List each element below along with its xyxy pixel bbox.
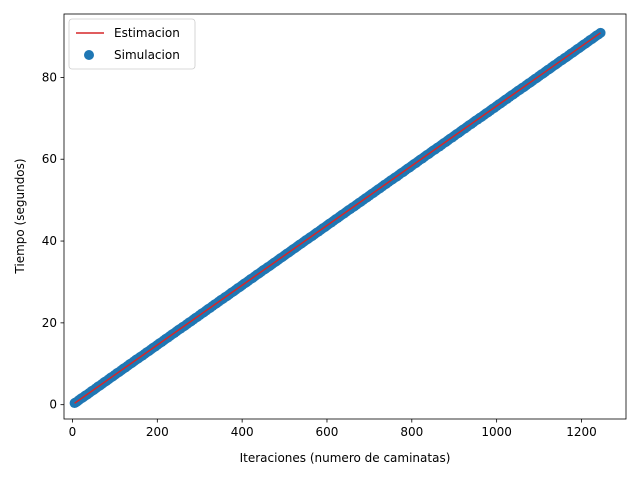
x-tick-label: 400 — [231, 425, 254, 439]
y-tick-label: 40 — [42, 234, 57, 248]
x-tick-label: 600 — [316, 425, 339, 439]
x-axis: 0 200 400 600 800 1000 1200 — [69, 419, 597, 439]
y-tick-label: 80 — [42, 70, 57, 84]
plot-frame — [63, 13, 627, 420]
y-axis-label: Tiempo (segundos) — [13, 158, 27, 274]
x-axis-label: Iteraciones (numero de caminatas) — [240, 451, 451, 465]
x-tick-label: 1200 — [566, 425, 597, 439]
estimacion-line — [74, 32, 601, 404]
x-tick-label: 800 — [400, 425, 423, 439]
legend: Estimacion Simulacion — [68, 18, 196, 70]
x-tick-label: 0 — [69, 425, 77, 439]
y-tick-label: 60 — [42, 152, 57, 166]
scatter-point — [595, 27, 606, 38]
x-tick-label: 1000 — [481, 425, 512, 439]
x-tick-label: 200 — [146, 425, 169, 439]
y-tick-label: 20 — [42, 316, 57, 330]
legend-box — [68, 18, 196, 70]
legend-label-simulacion: Simulacion — [114, 48, 180, 62]
legend-marker-swatch — [84, 50, 94, 60]
y-tick-label: 0 — [49, 398, 57, 412]
plot-area — [69, 27, 606, 409]
y-axis: 0 20 40 60 80 — [42, 70, 64, 412]
legend-label-estimacion: Estimacion — [114, 26, 180, 40]
